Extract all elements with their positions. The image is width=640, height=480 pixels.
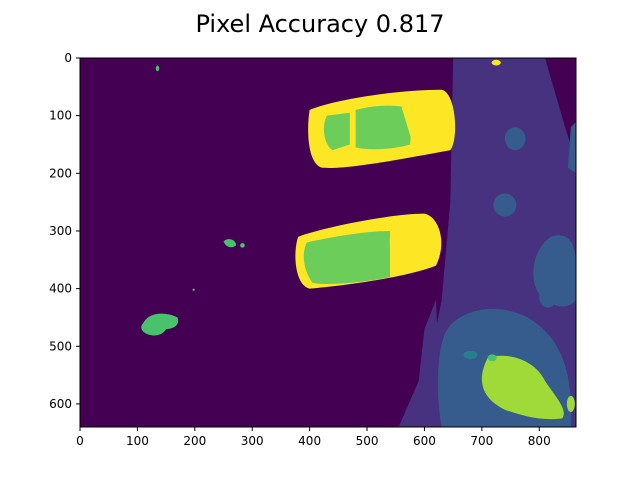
y-tick-label: 100 xyxy=(49,109,72,123)
blob-mid-2 xyxy=(240,243,245,248)
x-tick-label: 400 xyxy=(298,434,321,448)
blob-small-top xyxy=(155,65,160,72)
axes-frame xyxy=(79,57,577,428)
car-1-body xyxy=(355,105,413,150)
x-axis: 0 100 200 300 400 500 600 700 800 xyxy=(76,427,551,448)
road-edge-strip xyxy=(567,121,577,174)
x-tick-label: 0 xyxy=(76,434,84,448)
teal-blob xyxy=(463,350,478,359)
y-tick-label: 400 xyxy=(49,282,72,296)
x-tick-label: 700 xyxy=(470,434,493,448)
top-yellow-bit xyxy=(491,59,501,66)
y-tick-label: 500 xyxy=(49,339,72,353)
car-2-roof xyxy=(389,224,434,275)
car-2-body xyxy=(303,230,391,285)
road-spot-1 xyxy=(504,127,526,151)
y-tick-label: 0 xyxy=(64,51,72,65)
x-tick-label: 500 xyxy=(356,434,379,448)
chart-title: Pixel Accuracy 0.817 xyxy=(195,10,444,38)
x-tick-label: 800 xyxy=(528,434,551,448)
green-blob-road xyxy=(487,354,497,362)
x-tick-label: 200 xyxy=(183,434,206,448)
y-tick-label: 600 xyxy=(49,397,72,411)
x-tick-label: 100 xyxy=(126,434,149,448)
heatmap-image xyxy=(80,58,577,428)
blob-left xyxy=(141,313,179,336)
road-left-edge xyxy=(398,300,442,428)
x-tick-label: 300 xyxy=(241,434,264,448)
y-tick-label: 300 xyxy=(49,224,72,238)
blob-mid-1 xyxy=(223,239,237,248)
y-tick-label: 200 xyxy=(49,166,72,180)
blob-dot xyxy=(192,288,195,291)
lime-edge xyxy=(566,395,575,413)
road-spot-2 xyxy=(493,193,517,217)
x-tick-label: 600 xyxy=(413,434,436,448)
lime-patch xyxy=(481,355,564,420)
y-axis: 0 100 200 300 400 500 600 xyxy=(49,51,80,411)
road-spot-3 xyxy=(539,286,557,308)
car-1-roof xyxy=(401,105,440,145)
car-1-window-left xyxy=(323,112,350,151)
